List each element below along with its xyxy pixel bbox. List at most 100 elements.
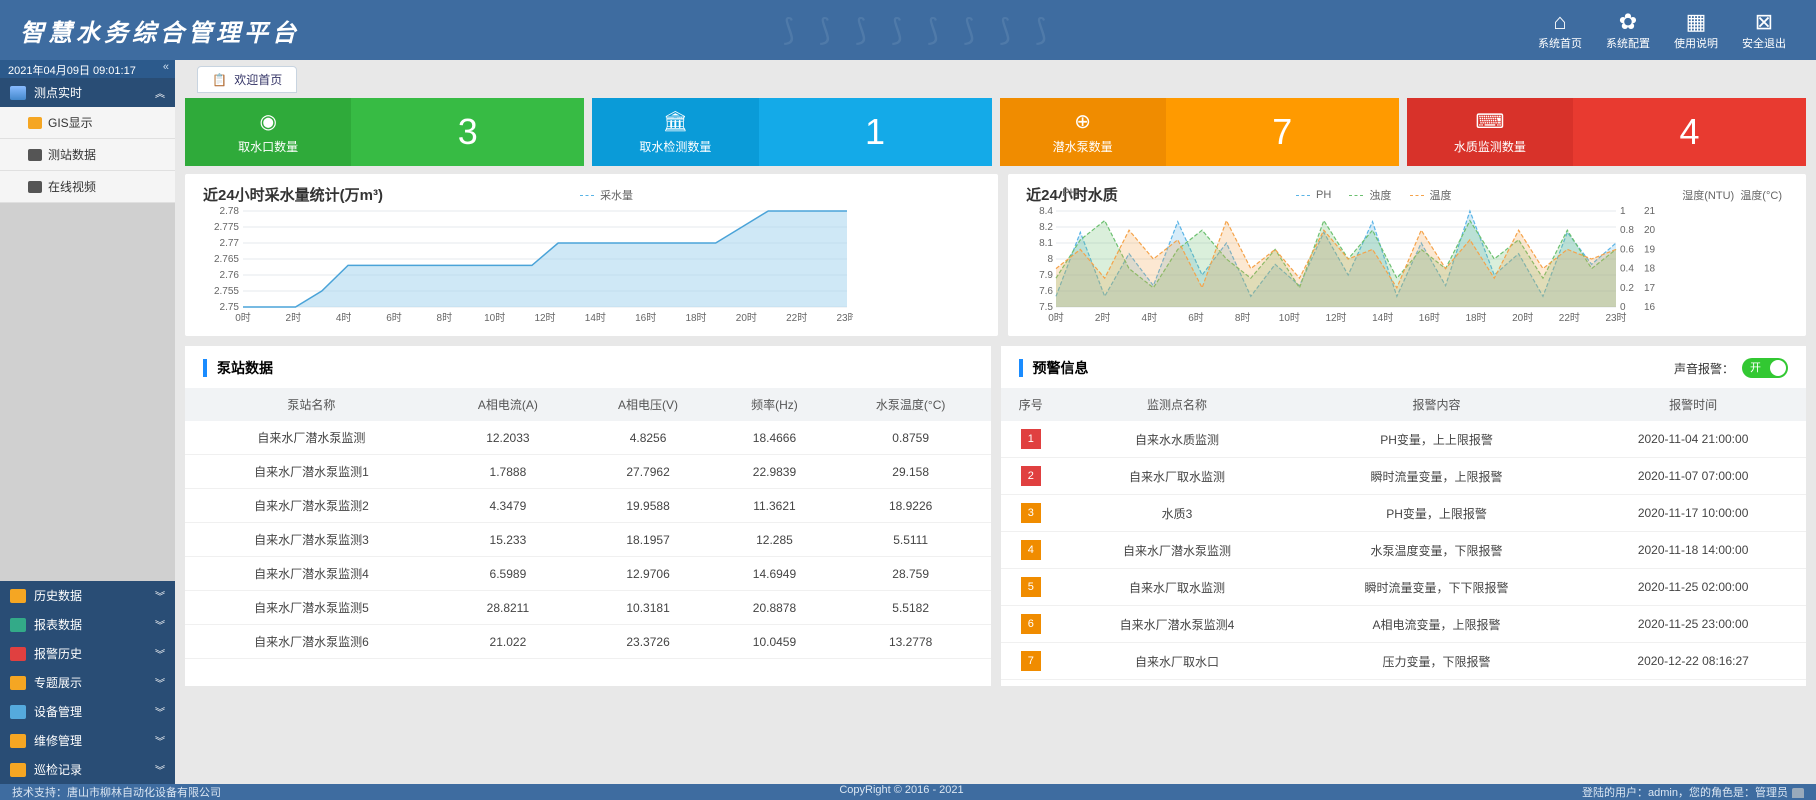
nav-使用说明[interactable]: ▦使用说明 xyxy=(1674,9,1718,51)
table-row[interactable]: 6自来水厂潜水泵监测4A相电流变量，上限报警2020-11-25 23:00:0… xyxy=(1001,606,1807,643)
sidebar-group-设备管理[interactable]: 设备管理︾ xyxy=(0,697,175,726)
footer: 技术支持：唐山市柳林自动化设备有限公司 CopyRight © 2016 - 2… xyxy=(0,784,1816,800)
svg-text:7.9: 7.9 xyxy=(1039,270,1053,281)
cell: 自来水厂潜水泵监测4 xyxy=(185,557,438,591)
header-decoration: ⟆ ⟆ ⟆ ⟆ ⟆ ⟆ ⟆ ⟆ xyxy=(300,13,1538,48)
sidebar-group-专题展示[interactable]: 专题展示︾ xyxy=(0,668,175,697)
sidebar-group-历史数据[interactable]: 历史数据︾ xyxy=(0,581,175,610)
nav-icon: ⌂ xyxy=(1538,9,1582,35)
alert-table-title: 预警信息 xyxy=(1033,358,1674,378)
nav-label: 使用说明 xyxy=(1674,38,1718,50)
cell: 瞬时流量变量，上限报警 xyxy=(1293,458,1580,495)
table-row[interactable]: 2自来水厂取水监测瞬时流量变量，上限报警2020-11-07 07:00:00 xyxy=(1001,458,1807,495)
sub-label: 测站数据 xyxy=(48,146,96,163)
svg-text:0.8: 0.8 xyxy=(1620,225,1634,236)
stat-card-取水检测数量[interactable]: 🏛取水检测数量1 xyxy=(592,98,991,166)
cell: 2020-11-25 02:00:00 xyxy=(1580,569,1806,606)
clock-text: 2021年04月09日 09:01:17 xyxy=(8,65,136,77)
table-row[interactable]: 自来水厂潜水泵监测11.788827.796222.983929.158 xyxy=(185,455,991,489)
svg-text:14时: 14时 xyxy=(585,312,606,324)
svg-text:2.77: 2.77 xyxy=(220,238,240,249)
rank-badge: 1 xyxy=(1021,429,1041,449)
sound-toggle[interactable]: 开 xyxy=(1742,358,1788,378)
nav-安全退出[interactable]: ⊠安全退出 xyxy=(1742,9,1786,51)
cell: 18.1957 xyxy=(578,523,718,557)
svg-text:22时: 22时 xyxy=(786,312,807,324)
card-label: 取水口数量 xyxy=(238,138,298,155)
nav-系统首页[interactable]: ⌂ 系统首页 xyxy=(1538,9,1582,51)
sidebar-group-realtime[interactable]: 测点实时 ︽ xyxy=(0,78,175,107)
cell: 11.3621 xyxy=(718,489,831,523)
header-nav: ⌂ 系统首页 ✿系统配置 ▦使用说明 ⊠安全退出 xyxy=(1538,9,1816,51)
svg-text:4时: 4时 xyxy=(336,312,352,324)
cell: 自来水厂潜水泵监测 xyxy=(185,421,438,455)
table-row[interactable]: 自来水厂潜水泵监测528.821110.318120.88785.5182 xyxy=(185,591,991,625)
nav-系统配置[interactable]: ✿系统配置 xyxy=(1606,9,1650,51)
svg-text:8: 8 xyxy=(1048,254,1054,265)
sidebar-group-报表数据[interactable]: 报表数据︾ xyxy=(0,610,175,639)
alert-col: 监测点名称 xyxy=(1061,388,1293,421)
cell: 自来水水质监测 xyxy=(1061,421,1293,458)
app-header: 智慧水务综合管理平台 ⟆ ⟆ ⟆ ⟆ ⟆ ⟆ ⟆ ⟆ ⌂系统首页✿系统配置▦使用… xyxy=(0,0,1816,60)
svg-text:8.4: 8.4 xyxy=(1039,206,1053,217)
footer-left: 技术支持：唐山市柳林自动化设备有限公司 xyxy=(12,784,221,800)
table-row[interactable]: 自来水厂潜水泵监测621.02223.372610.045913.2778 xyxy=(185,625,991,659)
pump-col: A相电流(A) xyxy=(438,388,578,421)
svg-text:16时: 16时 xyxy=(1419,312,1440,324)
cell: 1.7888 xyxy=(438,455,578,489)
group-icon xyxy=(10,589,26,603)
table-row[interactable]: 4自来水厂潜水泵监测水泵温度变量，下限报警2020-11-18 14:00:00 xyxy=(1001,532,1807,569)
group-label: 设备管理 xyxy=(34,703,82,720)
svg-text:2.75: 2.75 xyxy=(220,302,240,313)
sidebar-sub-GIS显示[interactable]: GIS显示 xyxy=(0,107,175,139)
table-row[interactable]: 1自来水水质监测PH变量，上上限报警2020-11-04 21:00:00 xyxy=(1001,421,1807,458)
svg-text:21: 21 xyxy=(1644,206,1656,217)
cell: 20.8878 xyxy=(718,591,831,625)
cell: 自来水厂潜水泵监测4 xyxy=(1061,606,1293,643)
sidebar-sub-在线视频[interactable]: 在线视频 xyxy=(0,171,175,203)
svg-text:18时: 18时 xyxy=(685,312,706,324)
group-icon xyxy=(10,618,26,632)
chart-water-volume: 近24小时采水量统计(万m³) 采水量 2.782.7752.772.7652.… xyxy=(185,174,998,336)
nav-label: 系统首页 xyxy=(1538,38,1582,50)
svg-text:17: 17 xyxy=(1644,283,1656,294)
svg-text:0.4: 0.4 xyxy=(1620,264,1634,275)
table-row[interactable]: 自来水厂潜水泵监测315.23318.195712.2855.5111 xyxy=(185,523,991,557)
home-icon: 📋 xyxy=(212,73,227,87)
stat-card-水质监测数量[interactable]: ⌨水质监测数量4 xyxy=(1407,98,1806,166)
sidebar-group-报警历史[interactable]: 报警历史︾ xyxy=(0,639,175,668)
sidebar-group-巡检记录[interactable]: 巡检记录︾ xyxy=(0,755,175,784)
cell: 13.2778 xyxy=(831,625,991,659)
table-row[interactable]: 3水质3PH变量，上限报警2020-11-17 10:00:00 xyxy=(1001,495,1807,532)
table-row[interactable]: 自来水厂潜水泵监测24.347919.958811.362118.9226 xyxy=(185,489,991,523)
table-row[interactable]: 自来水厂潜水泵监测46.598912.970614.694928.759 xyxy=(185,557,991,591)
sidebar-group-维修管理[interactable]: 维修管理︾ xyxy=(0,726,175,755)
tab-home[interactable]: 📋 欢迎首页 xyxy=(197,66,297,93)
chart2-ylabel-r1: 湿度(NTU) xyxy=(1682,190,1734,202)
footer-right: 登陆的用户：admin，您的角色是：管理员 xyxy=(1582,784,1804,800)
table-row[interactable]: 7自来水厂取水口压力变量，下限报警2020-12-22 08:16:27 xyxy=(1001,643,1807,680)
cell: 28.759 xyxy=(831,557,991,591)
group-icon xyxy=(10,734,26,748)
chevron-down-icon: ︾ xyxy=(155,733,165,748)
cell: 22.9839 xyxy=(718,455,831,489)
sub-icon xyxy=(28,149,42,161)
chart1-legend-dash xyxy=(580,195,594,196)
stat-card-潜水泵数量[interactable]: ⊕潜水泵数量7 xyxy=(1000,98,1399,166)
sidebar-collapse-icon[interactable]: « xyxy=(163,61,169,73)
cell: 2020-11-18 14:00:00 xyxy=(1580,532,1806,569)
group-icon xyxy=(10,705,26,719)
table-row[interactable]: 自来水厂潜水泵监测12.20334.825618.46660.8759 xyxy=(185,421,991,455)
stat-card-取水口数量[interactable]: ◉取水口数量3 xyxy=(185,98,584,166)
table-row[interactable]: 5自来水厂取水监测瞬时流量变量，下下限报警2020-11-25 02:00:00 xyxy=(1001,569,1807,606)
svg-text:10时: 10时 xyxy=(484,312,505,324)
cell: 10.3181 xyxy=(578,591,718,625)
sidebar-sub-测站数据[interactable]: 测站数据 xyxy=(0,139,175,171)
alert-col: 报警内容 xyxy=(1293,388,1580,421)
pump-table-title: 泵站数据 xyxy=(217,358,973,378)
group-label: 报表数据 xyxy=(34,616,82,633)
cell: A相电流变量，上限报警 xyxy=(1293,606,1580,643)
svg-text:16: 16 xyxy=(1644,302,1656,313)
footer-mid: CopyRight © 2016 - 2021 xyxy=(221,784,1582,800)
svg-text:0.6: 0.6 xyxy=(1620,244,1634,255)
